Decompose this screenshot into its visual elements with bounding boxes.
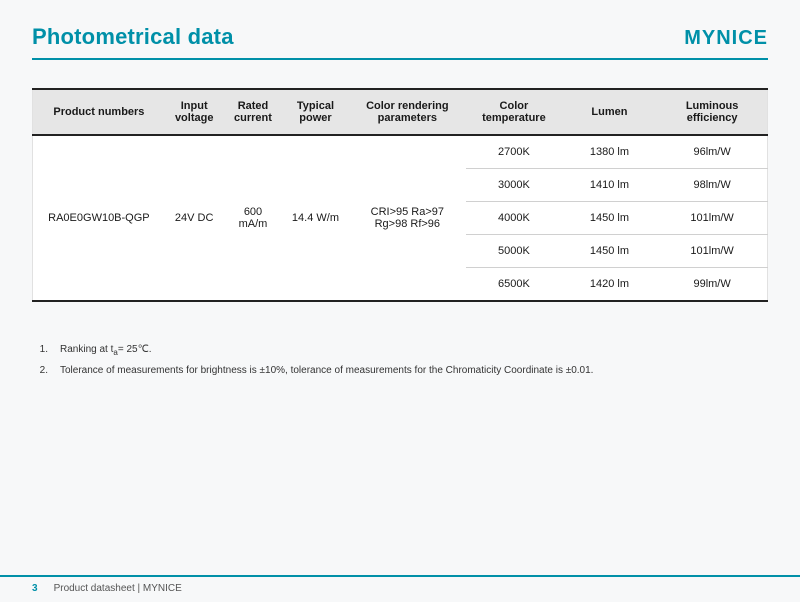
footnote-1: 1. Ranking at ta= 25℃. bbox=[32, 344, 768, 357]
cell-product-number: RA0E0GW10B-QGP bbox=[33, 135, 165, 301]
header-rule bbox=[32, 58, 768, 60]
col-typical-power: Typical power bbox=[282, 89, 348, 135]
cell-lumen: 1450 lm bbox=[562, 235, 658, 268]
cell-color-temp: 3000K bbox=[466, 169, 562, 202]
cell-color-temp: 2700K bbox=[466, 135, 562, 169]
table-row: RA0E0GW10B-QGP 24V DC 600 mA/m 14.4 W/m … bbox=[33, 135, 768, 169]
cell-efficiency: 101lm/W bbox=[657, 202, 767, 235]
cell-color-temp: 4000K bbox=[466, 202, 562, 235]
cell-color-rendering: CRI>95 Ra>97 Rg>98 Rf>96 bbox=[349, 135, 467, 301]
footnotes: 1. Ranking at ta= 25℃. 2. Tolerance of m… bbox=[32, 344, 768, 376]
photometrical-table: Product numbers Input voltage Rated curr… bbox=[32, 88, 768, 302]
col-color-rendering: Color rendering parameters bbox=[349, 89, 467, 135]
cell-typical-power: 14.4 W/m bbox=[282, 135, 348, 301]
footnote-2: 2. Tolerance of measurements for brightn… bbox=[32, 365, 768, 376]
table-header-row: Product numbers Input voltage Rated curr… bbox=[33, 89, 768, 135]
cell-color-temp: 6500K bbox=[466, 268, 562, 302]
footnote-text: Tolerance of measurements for brightness… bbox=[60, 365, 593, 376]
cell-lumen: 1380 lm bbox=[562, 135, 658, 169]
col-rated-current: Rated current bbox=[224, 89, 283, 135]
footer-text: Product datasheet | MYNICE bbox=[54, 583, 182, 594]
col-input-voltage: Input voltage bbox=[165, 89, 224, 135]
cri-line-1: CRI>95 Ra>97 bbox=[371, 206, 444, 218]
header: Photometrical data MYNICE bbox=[32, 24, 768, 50]
cell-efficiency: 101lm/W bbox=[657, 235, 767, 268]
col-lumen: Lumen bbox=[562, 89, 658, 135]
page-footer: 3 Product datasheet | MYNICE bbox=[0, 575, 800, 594]
cell-efficiency: 98lm/W bbox=[657, 169, 767, 202]
cri-line-2: Rg>98 Rf>96 bbox=[375, 218, 440, 230]
cell-lumen: 1410 lm bbox=[562, 169, 658, 202]
col-product-numbers: Product numbers bbox=[33, 89, 165, 135]
brand-logo: MYNICE bbox=[684, 27, 768, 50]
footnote-text: Ranking at ta= 25℃. bbox=[60, 344, 152, 357]
cell-efficiency: 96lm/W bbox=[657, 135, 767, 169]
footnote-number: 1. bbox=[32, 344, 60, 357]
col-luminous-efficiency: Luminous efficiency bbox=[657, 89, 767, 135]
cell-input-voltage: 24V DC bbox=[165, 135, 224, 301]
page-number: 3 bbox=[32, 583, 38, 594]
col-color-temperature: Color temperature bbox=[466, 89, 562, 135]
cell-lumen: 1450 lm bbox=[562, 202, 658, 235]
cell-rated-current: 600 mA/m bbox=[224, 135, 283, 301]
cell-efficiency: 99lm/W bbox=[657, 268, 767, 302]
cell-lumen: 1420 lm bbox=[562, 268, 658, 302]
cell-color-temp: 5000K bbox=[466, 235, 562, 268]
page-title: Photometrical data bbox=[32, 24, 234, 50]
footnote-number: 2. bbox=[32, 365, 60, 376]
